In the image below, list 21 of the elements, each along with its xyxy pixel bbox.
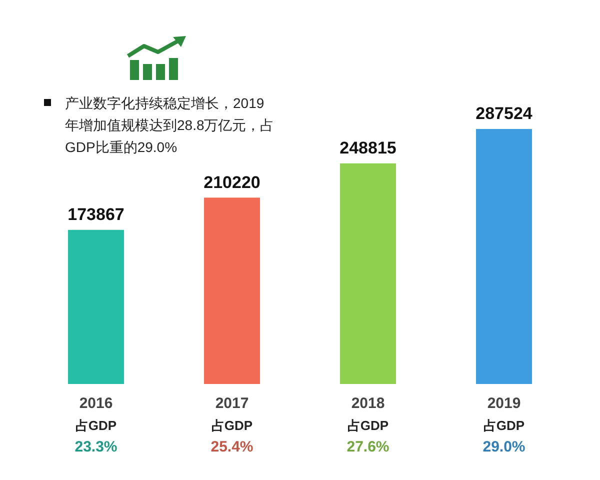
bar	[476, 129, 532, 384]
data-label: 248815	[340, 138, 396, 158]
data-label: 210220	[204, 172, 260, 192]
x-tick-label: 2019	[487, 395, 521, 412]
bar	[204, 198, 260, 384]
text: 占GDP	[347, 418, 389, 434]
text: 25.4%	[210, 438, 254, 456]
text: 占GDP	[75, 418, 117, 434]
annotation: 产业数字化持续稳定增长，2019年增加值规模达到28.8万亿元，占GDP比重的29.0%	[65, 94, 276, 157]
text: 占GDP	[211, 418, 253, 434]
text: 23.3%	[74, 438, 118, 456]
x-tick-label: 2018	[351, 395, 385, 412]
data-label: 173867	[68, 205, 124, 224]
x-tick-label: 2017	[215, 395, 249, 412]
text: 27.6%	[346, 438, 390, 456]
bar	[340, 163, 396, 384]
text: 占GDP	[483, 418, 525, 434]
text: 29.0%	[482, 438, 526, 456]
x-tick-label: 2016	[79, 395, 113, 412]
data-label: 287524	[476, 104, 533, 124]
bar	[68, 230, 124, 384]
